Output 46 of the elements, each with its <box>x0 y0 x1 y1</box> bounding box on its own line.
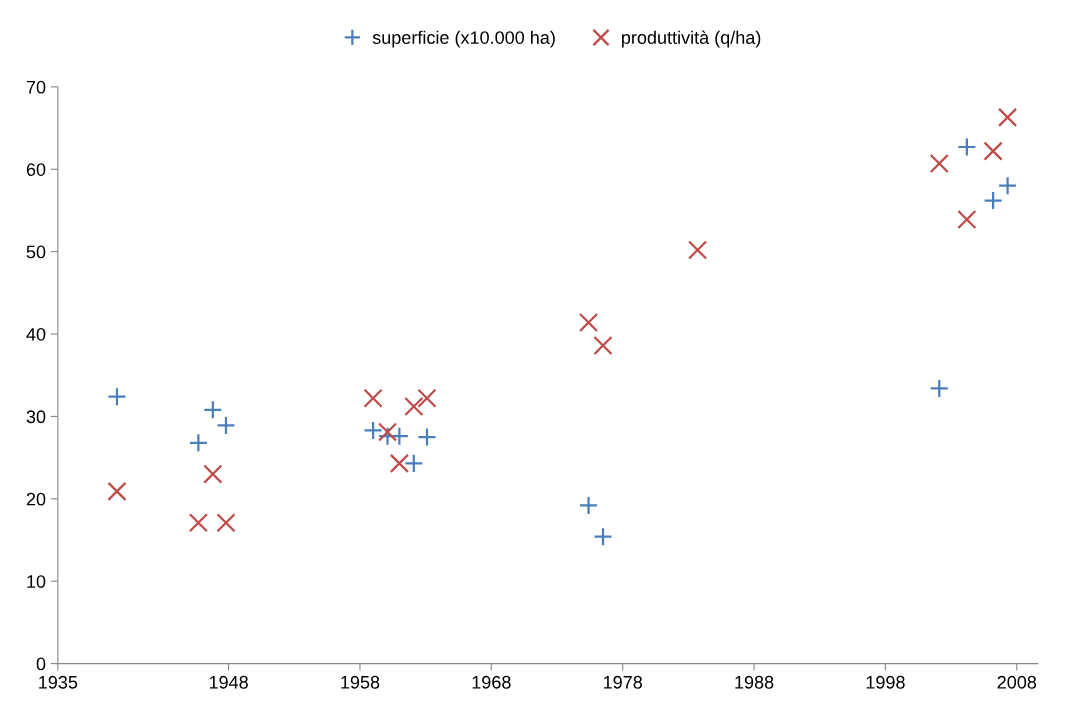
point <box>687 240 708 260</box>
y-tick-label: 60 <box>26 163 46 176</box>
point <box>997 176 1018 196</box>
y-tick-label: 40 <box>26 327 46 341</box>
point <box>578 495 599 516</box>
point <box>389 453 409 473</box>
point <box>983 141 1003 161</box>
legend-label: superficie (x10.000 ha) <box>372 30 555 48</box>
point <box>203 400 223 420</box>
point <box>107 481 127 502</box>
point <box>188 513 209 533</box>
legend-label: produttività (q/ha) <box>622 30 761 48</box>
point <box>203 464 223 484</box>
x-tick-label: 1958 <box>341 675 380 689</box>
point <box>188 433 209 453</box>
x-tick-label: 1988 <box>735 675 774 689</box>
point <box>983 190 1003 211</box>
x-tick-label: 1968 <box>472 675 511 689</box>
point <box>929 378 949 399</box>
point <box>593 335 613 356</box>
point <box>363 388 383 408</box>
point <box>216 513 236 533</box>
point <box>997 107 1018 127</box>
y-tick-label: 50 <box>26 245 46 259</box>
y-tick-label: 70 <box>26 80 46 94</box>
x-tick-label: 1948 <box>209 675 248 689</box>
point <box>404 396 424 417</box>
point <box>593 527 613 547</box>
point <box>404 453 424 473</box>
y-tick-label: 30 <box>26 410 46 424</box>
y-tick-label: 0 <box>36 657 46 671</box>
point <box>578 312 599 333</box>
y-tick-label: 20 <box>26 492 46 506</box>
point <box>107 387 127 407</box>
x-tick-label: 1978 <box>603 675 642 689</box>
point <box>957 209 977 230</box>
x-tick-label: 1935 <box>39 675 78 689</box>
point <box>417 388 437 408</box>
point <box>929 153 949 174</box>
point <box>957 137 977 157</box>
x-tick-label: 2008 <box>997 675 1037 689</box>
y-tick-label: 10 <box>27 575 46 588</box>
x-tick-label: 1998 <box>866 675 905 689</box>
point <box>363 420 383 441</box>
point <box>216 415 236 436</box>
point <box>417 427 437 447</box>
